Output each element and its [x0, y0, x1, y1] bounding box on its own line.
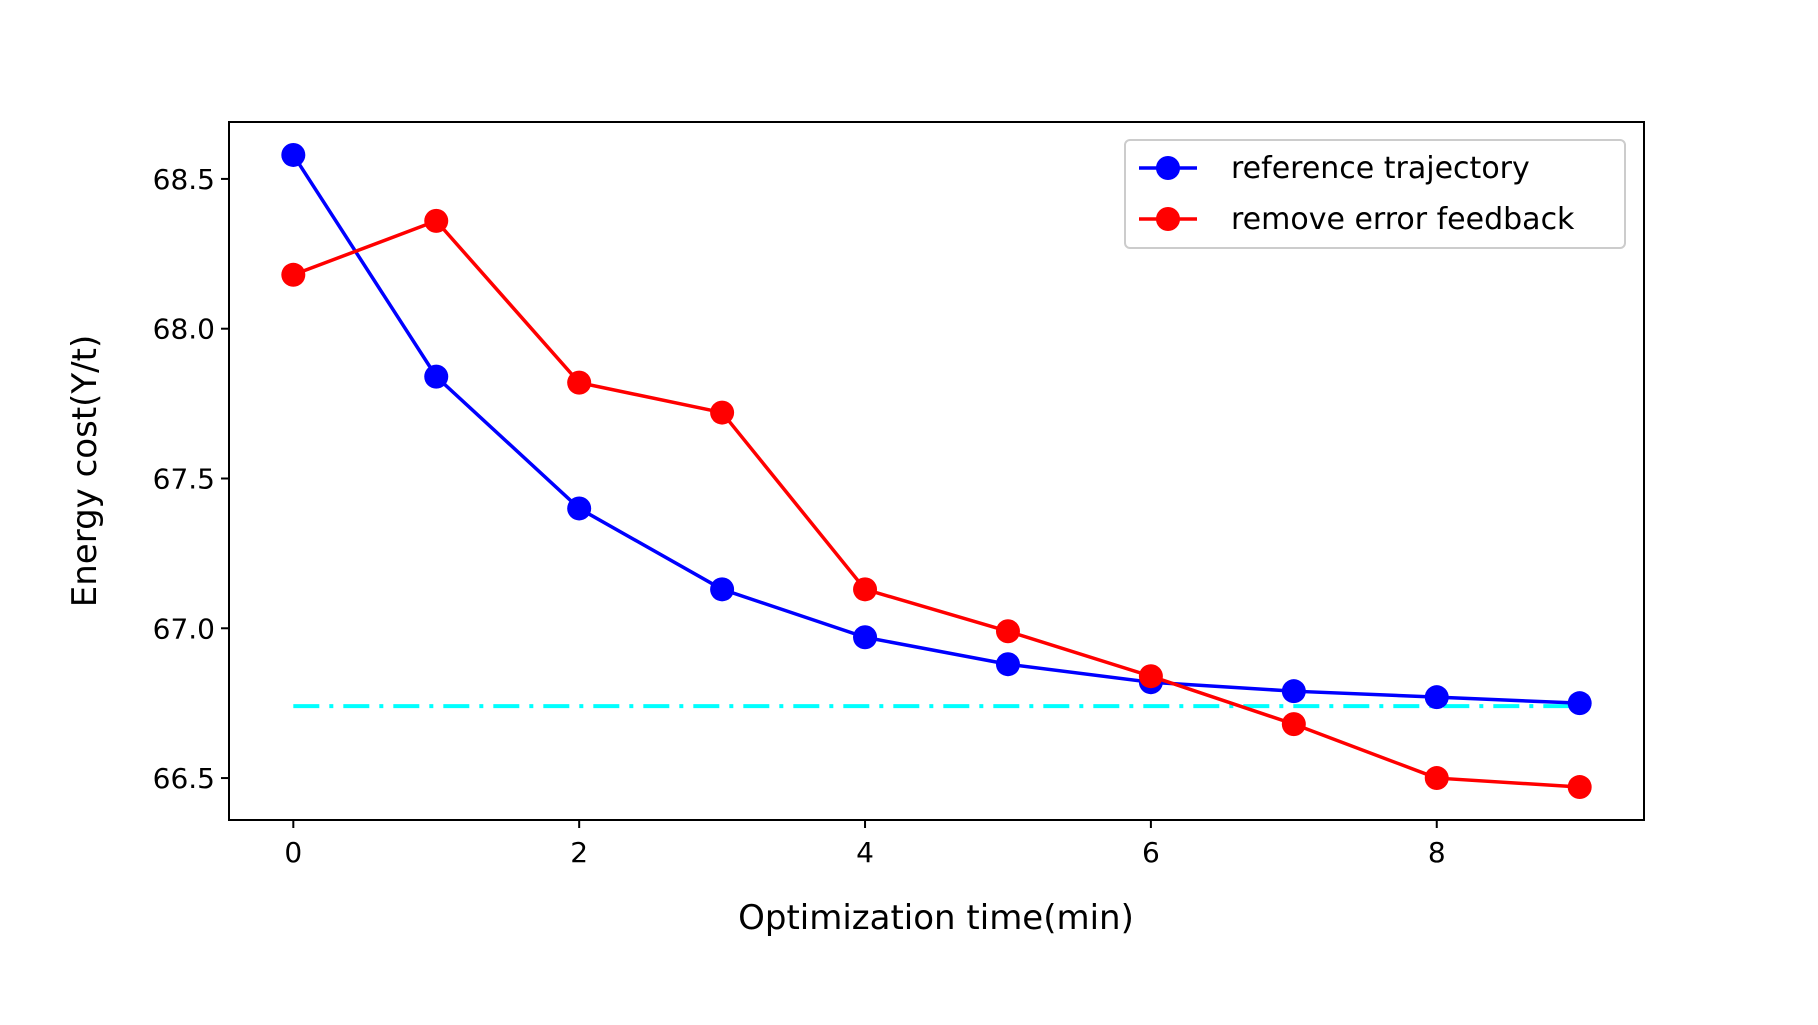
x-tick-label: 8 [1428, 836, 1446, 869]
y-tick-label: 67.0 [153, 612, 215, 645]
data-point-reference-trajectory [1424, 685, 1449, 710]
data-point-remove-error-feedback [567, 370, 592, 395]
x-axis: 0 2 4 6 8 [284, 820, 1446, 869]
data-point-reference-trajectory [281, 142, 306, 167]
series-layer [281, 142, 1592, 800]
y-tick-label: 67.5 [153, 462, 215, 495]
data-point-remove-error-feedback [995, 619, 1020, 644]
data-point-reference-trajectory [567, 496, 592, 521]
series-line-remove-error-feedback [292, 219, 1580, 789]
legend-label: remove error feedback [1231, 202, 1575, 237]
y-axis: 66.5 67.0 67.5 68.0 68.5 [153, 163, 229, 795]
legend-marker [1156, 207, 1180, 231]
legend-label: reference trajectory [1231, 151, 1530, 186]
y-tick-label: 68.0 [153, 313, 215, 346]
data-point-remove-error-feedback [424, 208, 449, 233]
data-point-remove-error-feedback [281, 262, 306, 287]
plot-frame [228, 121, 1645, 821]
data-point-remove-error-feedback [853, 577, 878, 602]
series-line-reference-trajectory [291, 154, 1580, 705]
legend-box [1124, 139, 1626, 249]
y-tick-label: 68.5 [153, 163, 215, 196]
data-point-remove-error-feedback [1567, 775, 1592, 800]
x-tick-label: 4 [856, 836, 874, 869]
data-point-remove-error-feedback [710, 400, 735, 425]
legend: reference trajectory remove error feedbac… [1124, 139, 1626, 249]
legend-marker [1156, 156, 1180, 180]
data-point-remove-error-feedback [1138, 664, 1163, 689]
x-tick-label: 0 [284, 836, 302, 869]
data-point-reference-trajectory [424, 364, 449, 389]
data-point-remove-error-feedback [1424, 766, 1449, 791]
data-point-reference-trajectory [1281, 679, 1306, 704]
y-tick-label: 66.5 [153, 762, 215, 795]
data-point-reference-trajectory [1567, 691, 1592, 716]
x-tick-label: 6 [1142, 836, 1160, 869]
x-tick-label: 2 [570, 836, 588, 869]
data-point-reference-trajectory [710, 577, 735, 602]
x-axis-label: Optimization time(min) [738, 898, 1134, 938]
y-axis-label: Energy cost(Y/t) [65, 335, 105, 607]
data-point-reference-trajectory [995, 652, 1020, 677]
data-point-reference-trajectory [853, 625, 878, 650]
data-point-remove-error-feedback [1281, 712, 1306, 737]
